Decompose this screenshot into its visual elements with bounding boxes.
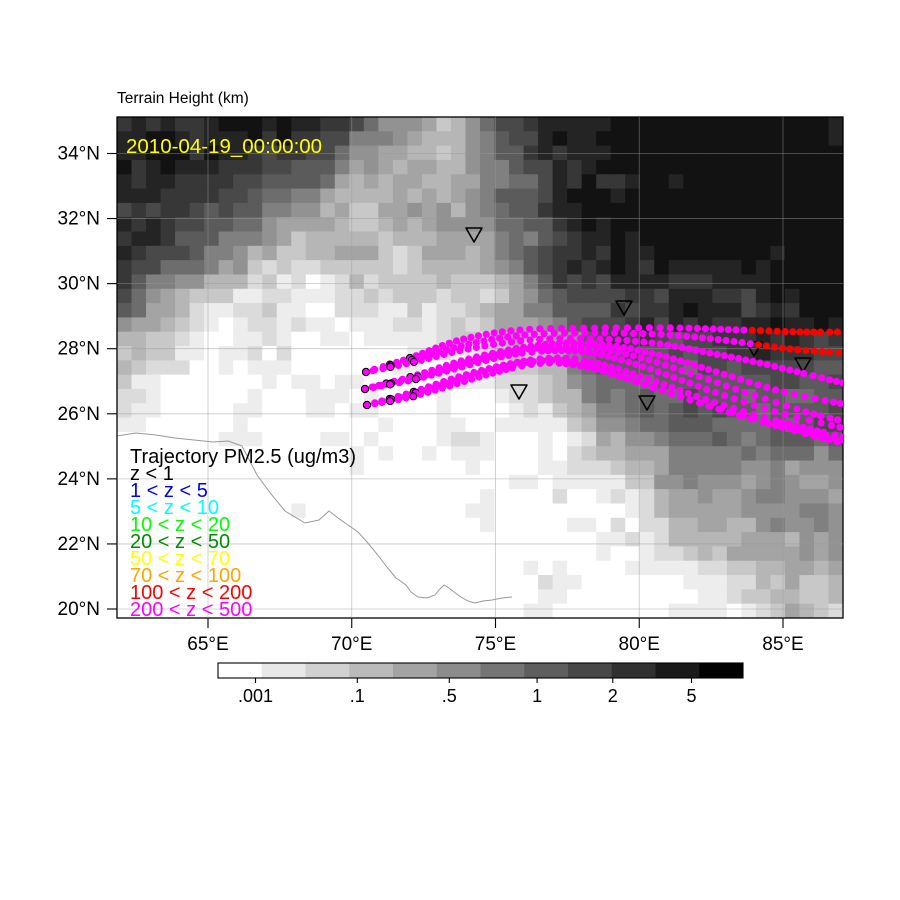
svg-text:20°N: 20°N (58, 599, 100, 620)
svg-text:34°N: 34°N (58, 144, 100, 165)
svg-text:28°N: 28°N (58, 339, 100, 360)
svg-text:70°E: 70°E (331, 634, 372, 655)
svg-text:22°N: 22°N (58, 534, 100, 555)
svg-text:1: 1 (532, 686, 542, 706)
svg-text:85°E: 85°E (762, 634, 803, 655)
svg-text:80°E: 80°E (619, 634, 660, 655)
svg-text:5: 5 (686, 686, 696, 706)
svg-text:2010-04-19_00:00:00: 2010-04-19_00:00:00 (126, 135, 322, 158)
svg-text:.5: .5 (442, 686, 457, 706)
svg-text:Terrain Height (km): Terrain Height (km) (117, 90, 249, 107)
svg-text:30°N: 30°N (58, 274, 100, 295)
svg-text:75°E: 75°E (475, 634, 516, 655)
svg-text:26°N: 26°N (58, 404, 100, 425)
svg-text:24°N: 24°N (58, 469, 100, 490)
svg-text:.1: .1 (350, 686, 365, 706)
svg-text:200 < z < 500: 200 < z < 500 (130, 599, 252, 621)
svg-text:32°N: 32°N (58, 209, 100, 230)
svg-text:.001: .001 (238, 686, 273, 706)
svg-text:65°E: 65°E (187, 634, 228, 655)
svg-text:2: 2 (608, 686, 618, 706)
